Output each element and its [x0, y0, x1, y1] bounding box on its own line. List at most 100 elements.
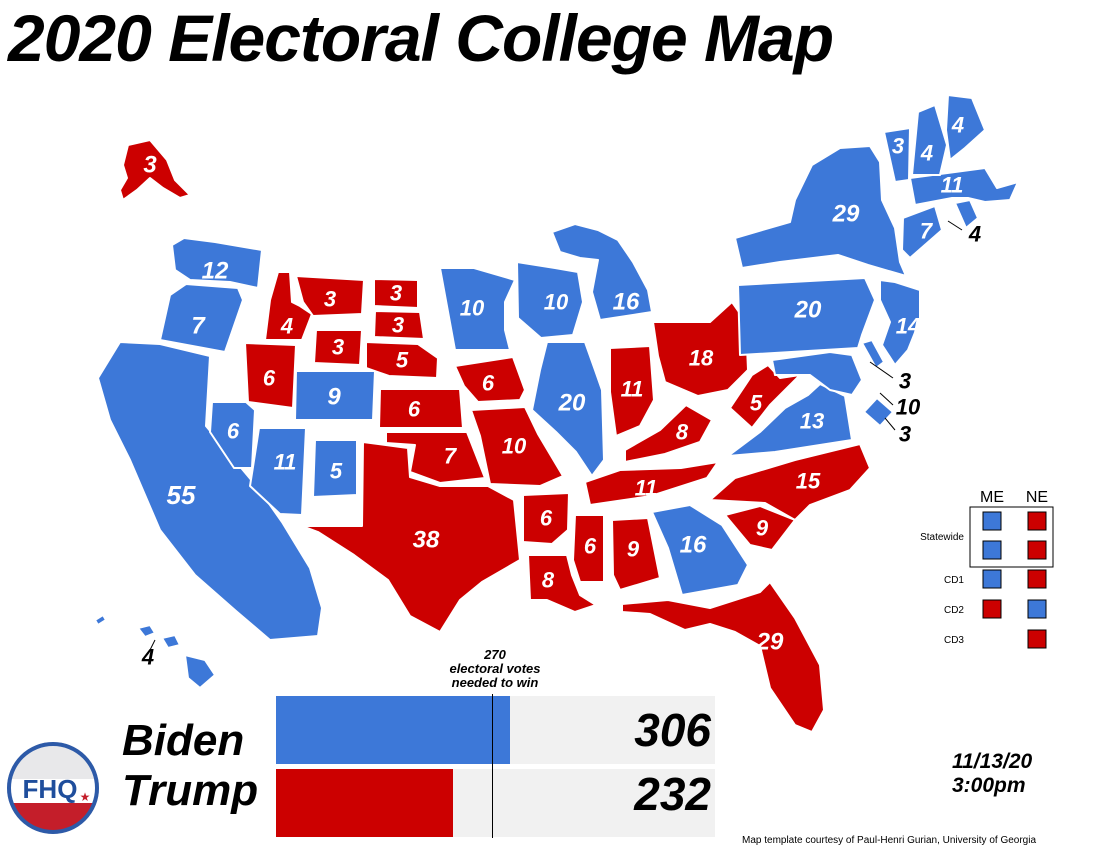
ev-label-de: 3 [899, 369, 911, 394]
ev-label-ct: 7 [920, 219, 934, 244]
ev-label-ak: 3 [143, 152, 157, 179]
ev-label-mo: 10 [502, 434, 527, 459]
state-ks [378, 388, 464, 429]
ev-label-ok: 7 [444, 444, 458, 469]
state-ia [454, 356, 526, 403]
legend-swatch-ne [1027, 540, 1047, 560]
ev-label-vt: 3 [892, 134, 904, 159]
ev-label-sd: 3 [392, 313, 404, 338]
ev-label-il: 20 [558, 390, 586, 417]
ev-label-co: 9 [327, 384, 341, 411]
state-mi [551, 223, 653, 321]
state-or [159, 283, 244, 353]
legend-header-me: ME [980, 489, 1004, 506]
ev-label-ne: 5 [396, 348, 409, 373]
state-ct [901, 205, 943, 259]
state-wv [729, 364, 801, 429]
ev-label-sc: 9 [756, 516, 769, 541]
state-me [945, 94, 986, 161]
state-al [611, 517, 661, 591]
state-ak [119, 139, 191, 201]
ev-label-mn: 10 [460, 296, 485, 321]
state-ok [385, 431, 486, 484]
ev-label-nj: 14 [896, 314, 920, 339]
threshold-note: 270 electoral votes needed to win [430, 648, 560, 690]
state-ky [624, 404, 713, 463]
ev-label-nv: 6 [227, 419, 240, 444]
legend-swatch-ne [1027, 569, 1047, 589]
map-credit: Map template courtesy of Paul-Henri Guri… [742, 835, 1037, 846]
callout-lines [149, 220, 963, 651]
ev-label-pa: 20 [794, 297, 822, 324]
legend-swatch-me [982, 540, 1002, 560]
ev-label-me: 4 [951, 113, 964, 138]
state-ma [909, 167, 1019, 206]
ev-label-md: 10 [896, 395, 921, 420]
ev-label-wa: 12 [202, 258, 229, 285]
state-la [527, 554, 597, 613]
fhq-logo: FHQ ★ [7, 742, 99, 834]
ev-label-wi: 10 [544, 290, 569, 315]
ev-label-ky: 8 [676, 420, 689, 445]
state-nm [312, 439, 358, 498]
ev-label-ar: 6 [540, 506, 553, 531]
ev-label-nh: 4 [920, 141, 933, 166]
ev-label-az: 11 [274, 450, 297, 475]
state-oh [652, 301, 749, 397]
ev-label-ia: 6 [482, 371, 495, 396]
threshold-line-2: electoral votes [449, 661, 541, 676]
threshold-line [492, 694, 493, 838]
state-vt [883, 127, 911, 183]
legend-swatch-ne [1027, 511, 1047, 531]
vote-bar-fill-biden [276, 696, 510, 764]
vote-bar-trump: 232 [276, 768, 715, 837]
state-mt [295, 275, 365, 317]
state-ut [244, 342, 297, 409]
ev-label-al: 9 [627, 537, 640, 562]
state-fl [621, 581, 825, 733]
ev-label-mi: 16 [613, 289, 640, 316]
state-mn [439, 267, 516, 351]
ev-label-ks: 6 [408, 397, 421, 422]
legend-header-ne: NE [1026, 489, 1048, 506]
state-ga [651, 504, 749, 596]
state-nj [879, 279, 921, 366]
state-wi [516, 261, 584, 339]
state-pa [737, 277, 876, 356]
vote-bar-fill-trump [276, 769, 454, 837]
legend-row-label: CD3 [944, 635, 964, 646]
page-title: 2020 Electoral College Map [8, 1, 834, 75]
timestamp: 11/13/20 3:00pm [952, 750, 1032, 798]
state-in [609, 345, 655, 437]
state-ne [365, 341, 439, 379]
state-ca [97, 341, 323, 641]
state-ar [522, 492, 570, 545]
ev-label-or: 7 [191, 313, 206, 340]
ev-label-nd: 3 [390, 281, 402, 306]
state-ms [572, 514, 605, 583]
ev-label-ri: 4 [968, 222, 981, 247]
ev-label-ut: 6 [263, 366, 276, 391]
timestamp-date: 11/13/20 [952, 750, 1033, 773]
ev-label-dc: 3 [899, 422, 911, 447]
legend-swatch-me [982, 511, 1002, 531]
legend-swatch-me [982, 569, 1002, 589]
state-tx [301, 441, 521, 633]
logo-text: FHQ [23, 774, 78, 804]
ev-label-wv: 5 [750, 391, 763, 416]
threshold-value: 270 [484, 647, 506, 662]
timestamp-time: 3:00pm [952, 774, 1026, 797]
candidate-name-biden: Biden [122, 716, 245, 765]
ev-label-nc: 15 [796, 469, 821, 494]
state-tn [584, 461, 719, 506]
state-ny [734, 145, 907, 277]
state-de [861, 339, 885, 369]
ev-label-ms: 6 [584, 534, 597, 559]
threshold-line-3: needed to win [451, 675, 539, 690]
ev-label-fl: 29 [756, 629, 784, 656]
legend-swatch-me [982, 599, 1002, 619]
legend-row-label: CD2 [944, 605, 964, 616]
state-co [294, 370, 376, 421]
